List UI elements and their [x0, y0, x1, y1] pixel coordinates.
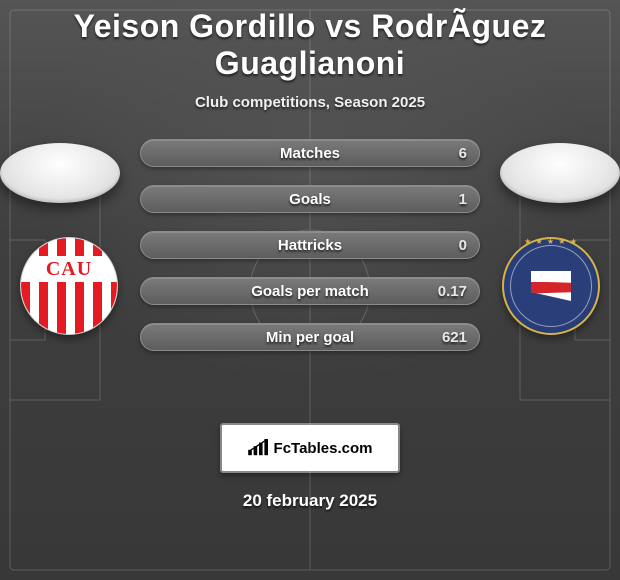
- stat-label: Goals per match: [251, 283, 369, 300]
- comparison-area: CAU ★ ★ ★ ★ ★ Matches 6 Goals 1 Hattrick…: [0, 139, 620, 399]
- club-crest-right: ★ ★ ★ ★ ★: [502, 237, 600, 335]
- brand-badge: FcTables.com: [220, 423, 400, 473]
- player-photo-right: [500, 143, 620, 203]
- stat-bar-matches: Matches 6: [140, 139, 480, 167]
- bar-chart-icon: [248, 439, 270, 457]
- stat-bar-hattricks: Hattricks 0: [140, 231, 480, 259]
- brand-text: FcTables.com: [274, 440, 373, 457]
- crest-left-text: CAU: [46, 258, 92, 281]
- stat-label: Min per goal: [266, 329, 354, 346]
- crest-pennant-icon: [531, 271, 571, 301]
- stat-right-value: 6: [459, 140, 467, 166]
- stat-right-value: 1: [459, 186, 467, 212]
- player-photo-left: [0, 143, 120, 203]
- club-crest-left: CAU: [20, 237, 118, 335]
- stat-label: Hattricks: [278, 237, 342, 254]
- stat-bar-goals: Goals 1: [140, 185, 480, 213]
- stat-right-value: 0: [459, 232, 467, 258]
- stat-right-value: 0.17: [438, 278, 467, 304]
- crest-stars-icon: ★ ★ ★ ★ ★: [504, 237, 598, 246]
- stat-bars: Matches 6 Goals 1 Hattricks 0 Goals per …: [140, 139, 480, 351]
- stat-label: Goals: [289, 191, 331, 208]
- date-text: 20 february 2025: [0, 491, 620, 511]
- stat-label: Matches: [280, 145, 340, 162]
- subtitle: Club competitions, Season 2025: [0, 94, 620, 111]
- stat-right-value: 621: [442, 324, 467, 350]
- stat-bar-goals-per-match: Goals per match 0.17: [140, 277, 480, 305]
- page-title: Yeison Gordillo vs RodrÃ­guez Guaglianon…: [0, 0, 620, 82]
- stat-bar-min-per-goal: Min per goal 621: [140, 323, 480, 351]
